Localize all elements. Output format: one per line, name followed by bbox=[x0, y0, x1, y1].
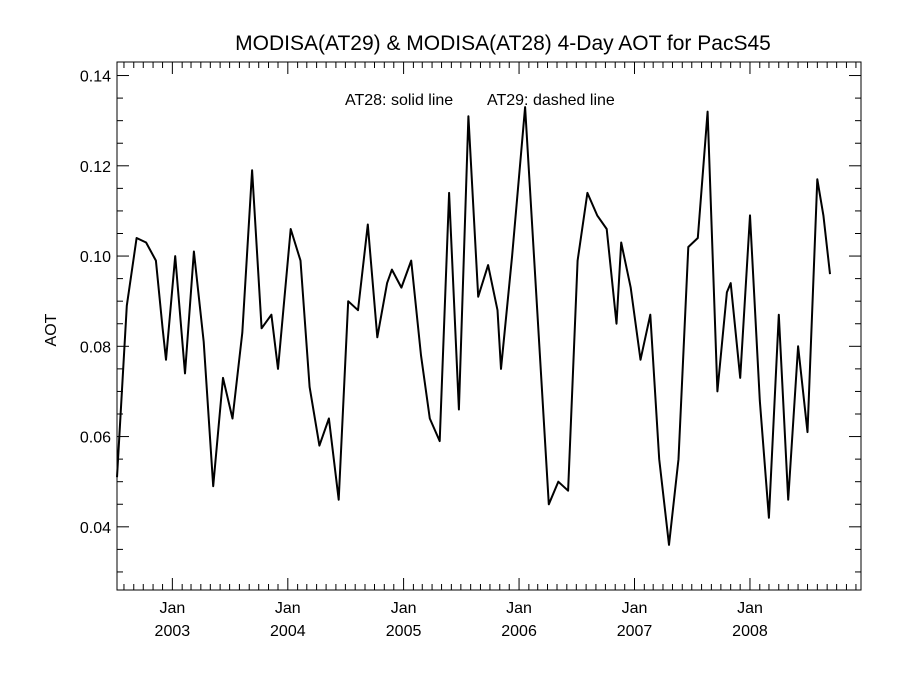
y-tick-label: 0.06 bbox=[80, 430, 111, 447]
y-tick-label: 0.12 bbox=[80, 159, 111, 176]
plot-frame bbox=[117, 62, 861, 590]
x-tick-label-month: Jan bbox=[622, 600, 648, 617]
x-tick-label-month: Jan bbox=[737, 600, 763, 617]
annotation-at28-solid: AT28: solid line bbox=[345, 92, 453, 109]
y-tick-label: 0.14 bbox=[80, 69, 111, 86]
chart-title: MODISA(AT29) & MODISA(AT28) 4-Day AOT fo… bbox=[235, 32, 771, 55]
y-axis-label: AOT bbox=[43, 313, 60, 346]
y-tick-label: 0.04 bbox=[80, 520, 111, 537]
x-tick-label-year: 2008 bbox=[732, 623, 768, 640]
series-line-at28 bbox=[117, 107, 830, 545]
x-tick-label-month: Jan bbox=[506, 600, 532, 617]
x-tick-label-year: 2006 bbox=[501, 623, 537, 640]
annotation-at29-dashed: AT29: dashed line bbox=[487, 92, 615, 109]
y-tick-label: 0.10 bbox=[80, 249, 111, 266]
y-tick-label: 0.08 bbox=[80, 339, 111, 356]
x-tick-label-year: 2005 bbox=[386, 623, 422, 640]
x-tick-label-year: 2003 bbox=[155, 623, 191, 640]
x-tick-label-month: Jan bbox=[391, 600, 417, 617]
series-lines bbox=[117, 107, 830, 545]
x-tick-label-year: 2004 bbox=[270, 623, 306, 640]
x-tick-label-month: Jan bbox=[159, 600, 185, 617]
x-tick-label-year: 2007 bbox=[617, 623, 653, 640]
aot-line-chart: MODISA(AT29) & MODISA(AT28) 4-Day AOT fo… bbox=[0, 0, 900, 675]
x-tick-label-month: Jan bbox=[275, 600, 301, 617]
